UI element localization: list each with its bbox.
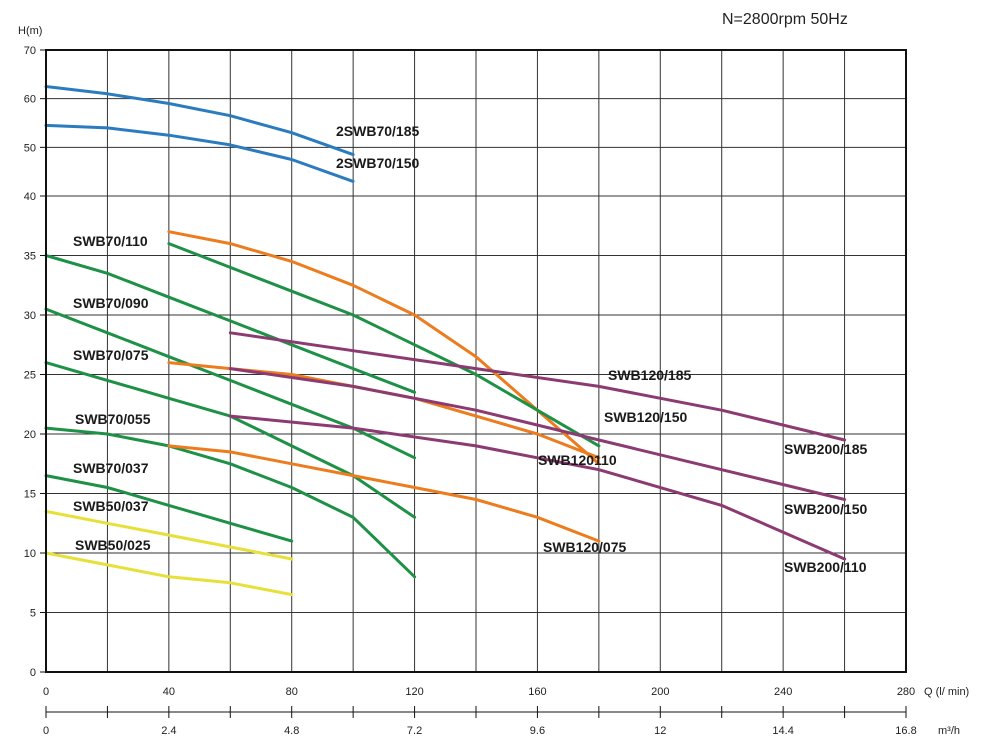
x2-tick-label: 2.4 xyxy=(161,725,176,737)
series-line xyxy=(167,242,601,448)
y-tick-label: 40 xyxy=(24,191,36,203)
series-label: SWB50/025 xyxy=(75,537,151,553)
series-label: SWB200/150 xyxy=(784,501,867,517)
series-line xyxy=(228,414,847,561)
x2-tick-label: 0 xyxy=(43,725,49,737)
y-tick-label: 50 xyxy=(24,142,36,154)
series-label: SWB70/055 xyxy=(75,411,151,427)
y-tick-label: 5 xyxy=(30,608,36,620)
y-tick-label: 25 xyxy=(24,370,36,382)
series-line xyxy=(228,331,847,442)
series-line xyxy=(167,230,601,466)
series-label: SWB120/150 xyxy=(604,409,687,425)
x2-tick-label: 14.4 xyxy=(772,725,793,737)
series-label: SWB70/110 xyxy=(73,233,148,249)
series-label: SWB120110 xyxy=(538,452,617,468)
x-tick-label: 200 xyxy=(651,686,669,698)
x-axis-label: Q (l/ min) xyxy=(924,686,969,698)
y-tick-label: 20 xyxy=(24,429,36,441)
series-label: SWB120/185 xyxy=(608,367,691,383)
x2-tick-label: 12 xyxy=(654,725,666,737)
x2-tick-label: 7.2 xyxy=(407,725,422,737)
y-tick-label: 70 xyxy=(24,45,36,57)
series-label: SWB70/090 xyxy=(73,295,149,311)
series-line xyxy=(44,551,294,597)
series-line xyxy=(44,123,355,183)
x-tick-label: 80 xyxy=(286,686,298,698)
series-labels: 2SWB70/185 2SWB70/150 SWB70/110 SWB70/090 SW… xyxy=(73,123,867,575)
series-line xyxy=(44,426,417,579)
y-tick-label: 35 xyxy=(24,251,36,263)
x-tick-label: 0 xyxy=(43,686,49,698)
y-tick-label: 0 xyxy=(30,667,36,679)
series-label: SWB200/110 xyxy=(784,559,867,575)
series-label: SWB70/037 xyxy=(73,460,149,476)
series-label: SWB50/037 xyxy=(73,498,149,514)
x2-tick-label: 4.8 xyxy=(284,725,299,737)
series-label: SWB120/075 xyxy=(543,539,626,555)
chart-header: N=2800rpm 50Hz xyxy=(722,11,848,28)
x2-axis-label: m³/h xyxy=(938,725,960,737)
x-tick-label: 240 xyxy=(774,686,792,698)
x-tick-label: 160 xyxy=(528,686,546,698)
x-tick-label: 120 xyxy=(405,686,423,698)
x2-tick-label: 9.6 xyxy=(530,725,545,737)
y-tick-label: 10 xyxy=(24,548,36,560)
y-tick-label: 15 xyxy=(24,489,36,501)
series-label: 2SWB70/185 xyxy=(336,123,419,139)
x-tick-label: 40 xyxy=(163,686,175,698)
series-line xyxy=(44,474,294,543)
series-line xyxy=(44,85,355,157)
series-label: 2SWB70/150 xyxy=(336,155,419,171)
series-line xyxy=(44,254,417,394)
x-tick-label: 280 xyxy=(897,686,915,698)
series-line xyxy=(167,444,601,543)
y-tick-label: 30 xyxy=(24,310,36,322)
series-line xyxy=(228,367,847,501)
y-tick-label: 60 xyxy=(24,94,36,106)
plot-frame xyxy=(45,49,907,673)
y-axis-label: H(m) xyxy=(18,25,42,37)
x2-tick-label: 16.8 xyxy=(895,725,916,737)
series-label: SWB70/075 xyxy=(73,347,149,363)
series-label: SWB200/185 xyxy=(784,441,867,457)
series-line xyxy=(44,509,294,561)
series-lines xyxy=(44,85,847,597)
